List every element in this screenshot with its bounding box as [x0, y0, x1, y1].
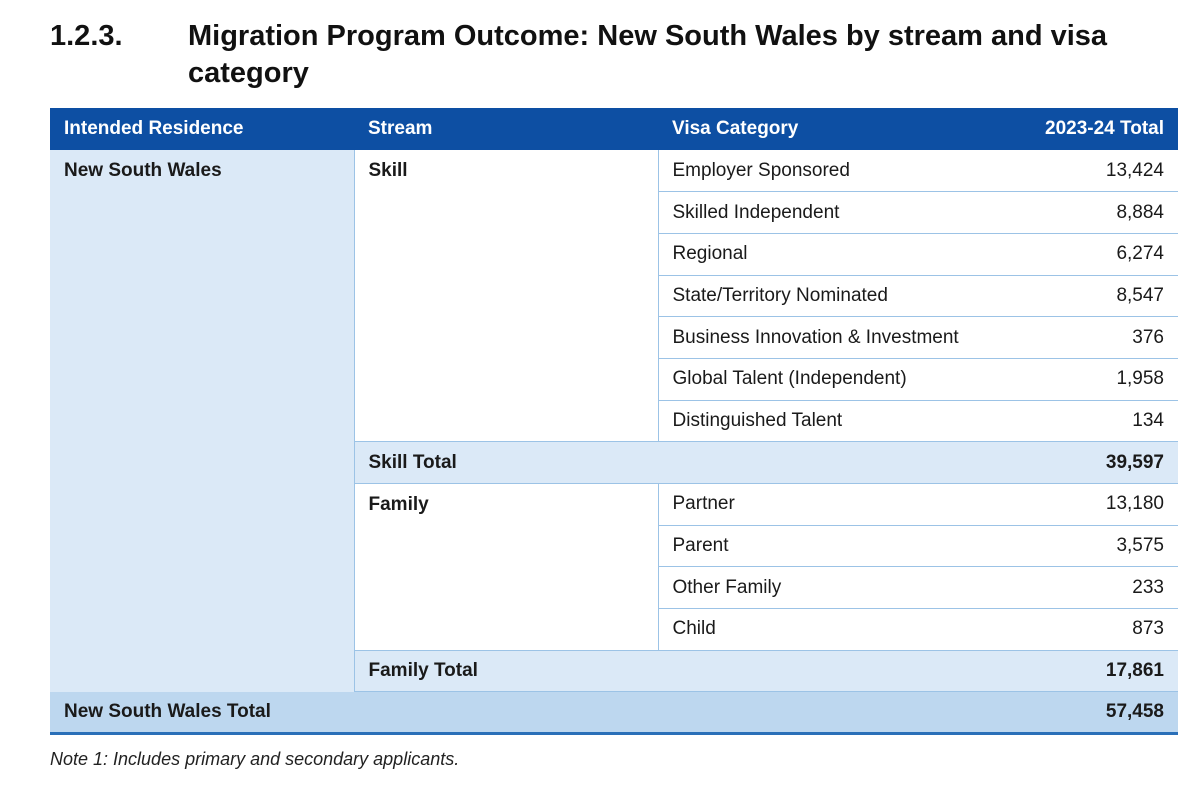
- visa-category-cell: Skilled Independent: [658, 191, 1018, 234]
- table-row: Parent 3,575: [50, 525, 1178, 568]
- subtotal-label: Family Total: [354, 650, 658, 693]
- migration-table: Intended Residence Stream Visa Category …: [50, 108, 1178, 736]
- table-row: Skilled Independent 8,884: [50, 191, 1178, 234]
- section-title: Migration Program Outcome: New South Wal…: [188, 20, 1108, 89]
- total-cell: 13,180: [1018, 483, 1178, 526]
- skill-subtotal-row: Skill Total 39,597: [50, 441, 1178, 484]
- table-row: Global Talent (Independent) 1,958: [50, 358, 1178, 401]
- total-cell: 13,424: [1018, 150, 1178, 193]
- residence-cell: New South Wales: [50, 150, 355, 692]
- table-row: Other Family 233: [50, 566, 1178, 610]
- table-row: State/Territory Nominated 8,547: [50, 275, 1178, 318]
- subtotal-empty-cell: [658, 650, 1018, 693]
- table-row: New South Wales Skill Employer Sponsored…: [50, 150, 1178, 692]
- total-cell: 8,884: [1018, 191, 1178, 234]
- subtotal-value: 17,861: [1018, 650, 1178, 693]
- total-cell: 376: [1018, 316, 1178, 359]
- total-cell: 134: [1018, 400, 1178, 443]
- visa-category-cell: Child: [658, 608, 1018, 651]
- stream-skill-cell: Skill: [354, 150, 659, 443]
- visa-category-cell: Other Family: [658, 566, 1018, 610]
- table-row: Child 873: [50, 608, 1178, 651]
- header-intended-residence: Intended Residence: [50, 108, 354, 150]
- visa-category-cell: Business Innovation & Investment: [658, 316, 1018, 359]
- visa-category-cell: Parent: [658, 525, 1018, 568]
- total-cell: 1,958: [1018, 358, 1178, 401]
- total-cell: 8,547: [1018, 275, 1178, 318]
- subtotal-label: Skill Total: [354, 441, 658, 484]
- header-visa-category: Visa Category: [658, 108, 1018, 150]
- table-header-row: Intended Residence Stream Visa Category …: [50, 108, 1178, 150]
- grand-total-row: New South Wales Total 57,458: [50, 691, 1178, 736]
- table-note: Note 1: Includes primary and secondary a…: [50, 749, 460, 769]
- subtotal-value: 39,597: [1018, 441, 1178, 484]
- subtotal-empty-cell: [658, 441, 1018, 484]
- total-cell: 233: [1018, 566, 1178, 610]
- header-total: 2023-24 Total: [1018, 108, 1178, 150]
- total-cell: 6,274: [1018, 233, 1178, 276]
- header-stream: Stream: [354, 108, 658, 150]
- grand-total-value: 57,458: [1018, 691, 1178, 736]
- total-cell: 873: [1018, 608, 1178, 651]
- table-row: Distinguished Talent 134: [50, 400, 1178, 443]
- grand-total-label: New South Wales Total: [50, 691, 1018, 736]
- visa-category-cell: Distinguished Talent: [658, 400, 1018, 443]
- total-cell: 3,575: [1018, 525, 1178, 568]
- table-row: Business Innovation & Investment 376: [50, 316, 1178, 359]
- section-number: 1.2.3.: [50, 20, 123, 52]
- visa-category-cell: State/Territory Nominated: [658, 275, 1018, 318]
- table-row: Regional 6,274: [50, 233, 1178, 276]
- visa-category-cell: Employer Sponsored: [658, 150, 1018, 193]
- visa-category-cell: Regional: [658, 233, 1018, 276]
- section-heading: 1.2.3. Migration Program Outcome: New So…: [50, 18, 1160, 92]
- stream-family-cell: Family: [354, 483, 659, 651]
- table-row: Family Partner 13,180: [50, 483, 1178, 651]
- family-subtotal-row: Family Total 17,861: [50, 650, 1178, 693]
- visa-category-cell: Global Talent (Independent): [658, 358, 1018, 401]
- visa-category-cell: Partner: [658, 483, 1018, 526]
